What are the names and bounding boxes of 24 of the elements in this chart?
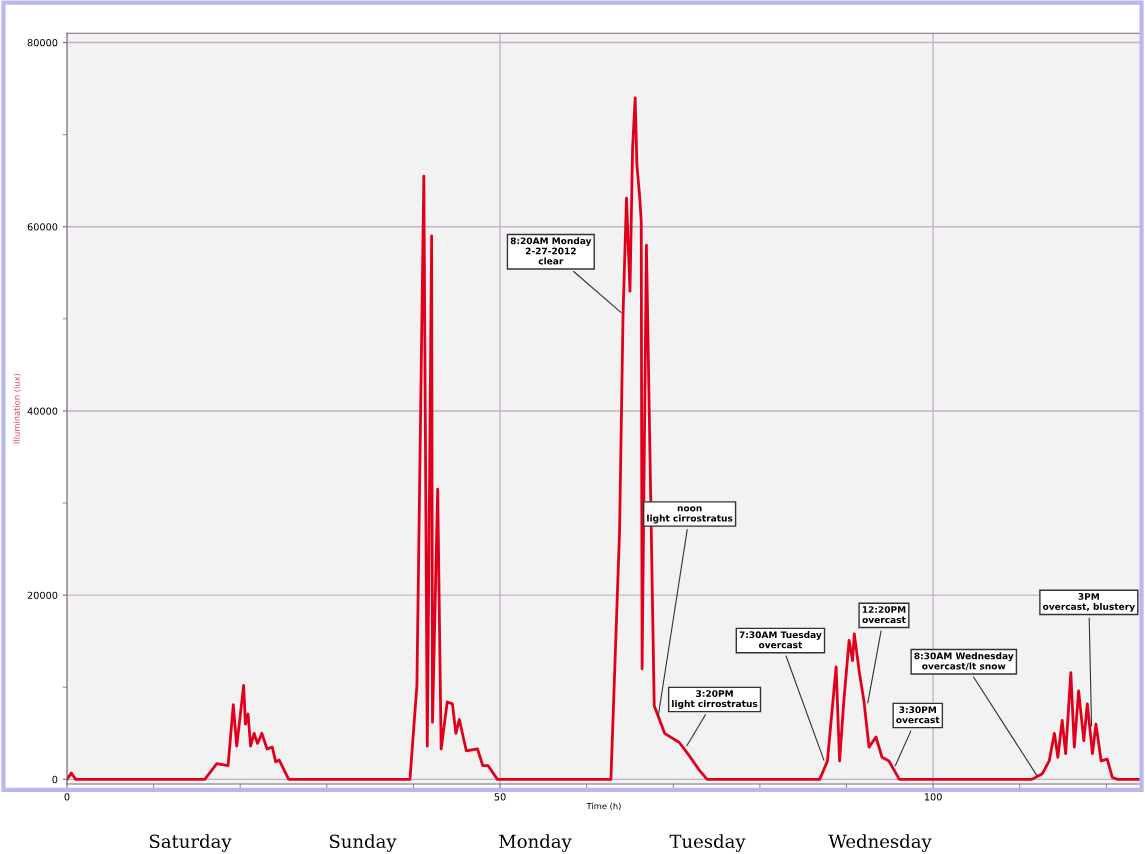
text: Saturday bbox=[149, 834, 232, 852]
annotation: 8:30AM Wednesday overcast/lt snow bbox=[914, 652, 1014, 671]
text: Sunday bbox=[329, 834, 397, 852]
text: Tuesday bbox=[669, 834, 746, 852]
y-tick-label: 60000 bbox=[27, 223, 58, 231]
x-tick-label: 0 bbox=[64, 793, 70, 801]
annotation: 8:20AM Monday 2-27-2012 clear bbox=[510, 237, 592, 265]
y-tick-label: 80000 bbox=[27, 38, 58, 47]
y-tick-label: 0 bbox=[52, 775, 58, 784]
y-tick-label: 20000 bbox=[27, 591, 58, 599]
annotation: 3:20PM light cirrostratus bbox=[672, 690, 758, 709]
annotation: 12:20PM overcast bbox=[862, 606, 906, 624]
x-axis-title: Time (h) bbox=[586, 802, 621, 811]
annotation: 7:30AM Tuesday overcast bbox=[739, 631, 822, 649]
x-tick-label: 50 bbox=[494, 793, 506, 801]
text: Monday bbox=[499, 834, 572, 852]
line-series bbox=[66, 96, 1141, 781]
annotation: 3PM overcast, blustery bbox=[1042, 593, 1135, 612]
y-tick-label: 40000 bbox=[27, 407, 58, 415]
annotation: 3:30PM overcast bbox=[896, 706, 940, 724]
y-axis-title: Illumination (lux) bbox=[13, 373, 21, 444]
text: Wednesday bbox=[828, 834, 932, 852]
x-tick-label: 100 bbox=[924, 793, 942, 801]
annotation: noon light cirrostratus bbox=[647, 506, 733, 524]
